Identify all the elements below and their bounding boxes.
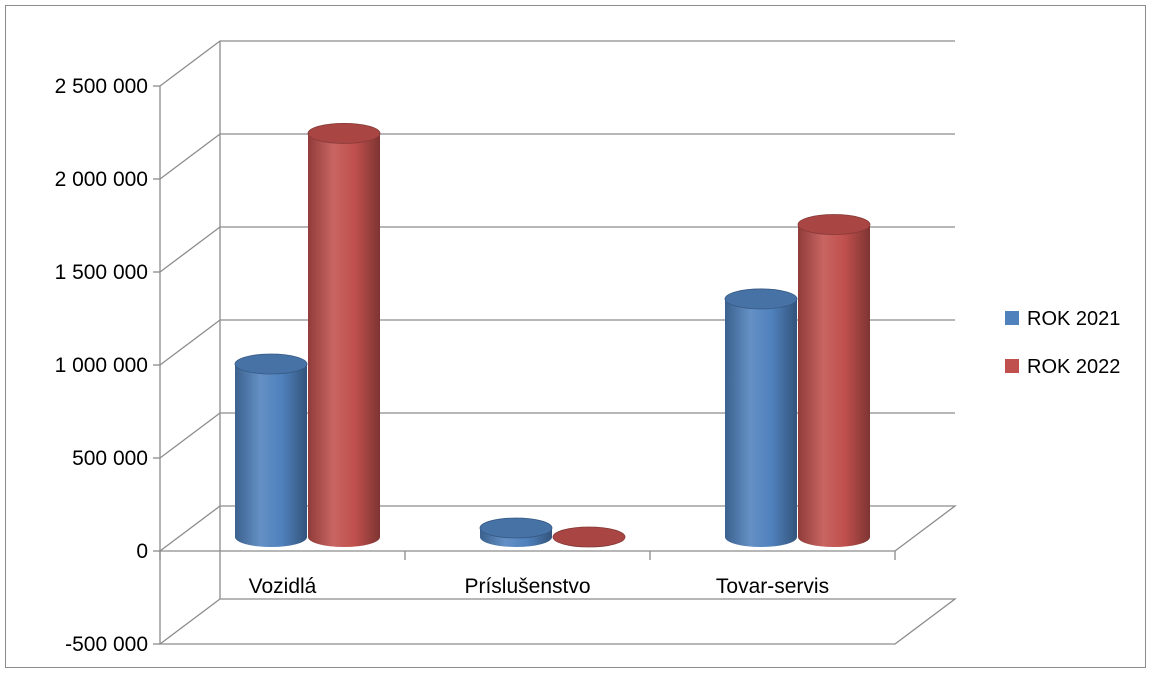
bar-top xyxy=(234,353,308,375)
bar xyxy=(724,288,798,547)
y-tick-label: 2 500 000 xyxy=(55,75,148,98)
y-axis-tick-labels: -500 000 0 500 000 1 000 000 1 500 000 2 000 … xyxy=(55,75,160,656)
bar-top xyxy=(552,526,626,548)
gridline xyxy=(159,133,955,180)
bar-body xyxy=(798,224,870,547)
floor-min xyxy=(158,598,957,645)
y-tick-label: 2 000 000 xyxy=(55,168,148,191)
legend-label: ROK 2022 xyxy=(1027,356,1120,378)
bar-top xyxy=(479,517,553,539)
bar-body xyxy=(235,364,307,547)
x-category-label: Tovar-servis xyxy=(716,575,829,598)
bar xyxy=(552,526,626,548)
y-tick-label: 1 000 000 xyxy=(55,354,148,377)
bar-top xyxy=(724,288,798,310)
gridline xyxy=(159,40,955,87)
bar-body xyxy=(725,298,797,547)
bar-top xyxy=(307,122,381,144)
y-tick-label: -500 000 xyxy=(65,633,148,656)
legend-swatch xyxy=(1005,311,1019,325)
bars xyxy=(234,122,871,548)
x-category-label: Vozidlá xyxy=(249,575,317,598)
bar-body xyxy=(308,133,380,547)
gridlines xyxy=(159,40,955,459)
legend-label: ROK 2021 xyxy=(1027,308,1120,330)
bar xyxy=(307,122,381,547)
legend-swatch xyxy=(1005,359,1019,373)
x-category-label: Príslušenstvo xyxy=(464,575,590,598)
gridline xyxy=(159,319,955,366)
y-tick-label: 0 xyxy=(136,540,148,563)
legend: ROK 2021 ROK 2022 xyxy=(1005,308,1120,378)
chart-area xyxy=(5,5,1146,668)
x-axis-category-labels: Vozidlá Príslušenstvo Tovar-servis xyxy=(159,551,896,598)
bar xyxy=(234,353,308,547)
gridline xyxy=(159,412,955,459)
gridline xyxy=(159,226,955,273)
bar xyxy=(479,517,553,547)
bar-top xyxy=(797,214,871,235)
y-tick-label: 1 500 000 xyxy=(55,261,148,284)
y-tick-label: 500 000 xyxy=(72,447,148,470)
bar xyxy=(797,214,871,547)
